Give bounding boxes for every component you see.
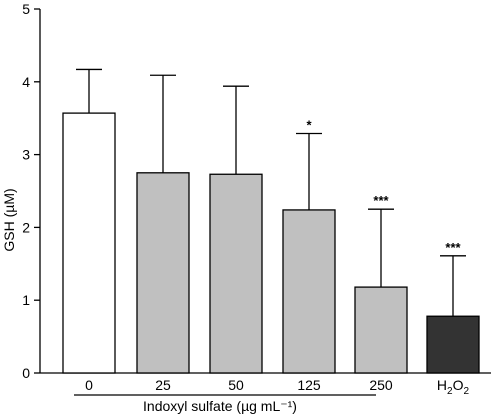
significance-label: * <box>306 117 312 132</box>
bar <box>354 286 408 374</box>
bar <box>426 315 480 374</box>
significance-label: *** <box>445 240 461 255</box>
x-tick-label: 25 <box>155 377 171 393</box>
bars <box>62 112 480 374</box>
bar <box>282 209 336 374</box>
x-tick-label: 125 <box>297 377 321 393</box>
y-tick-label: 5 <box>22 1 30 17</box>
bar <box>209 173 263 374</box>
bar <box>62 112 116 374</box>
x-tick-label: 50 <box>228 377 244 393</box>
y-axis-label: GSH (µM) <box>1 188 17 251</box>
y-tick-label: 0 <box>22 365 30 381</box>
y-tick-label: 1 <box>22 292 30 308</box>
bar <box>136 172 190 374</box>
x-tick-label: 250 <box>369 377 393 393</box>
x-axis-label: Indoxyl sulfate (µg mL⁻¹) <box>143 398 297 414</box>
significance-markers: ******* <box>306 117 461 254</box>
y-tick-label: 4 <box>22 74 30 90</box>
y-tick-label: 3 <box>22 147 30 163</box>
x-tick-label: 0 <box>85 377 93 393</box>
error-bars <box>76 68 466 317</box>
x-tick-label: H2O2 <box>437 377 470 397</box>
axis-labels: GSH (µM) Indoxyl sulfate (µg mL⁻¹) <box>1 188 297 414</box>
y-tick-label: 2 <box>22 219 30 235</box>
significance-label: *** <box>373 193 389 208</box>
